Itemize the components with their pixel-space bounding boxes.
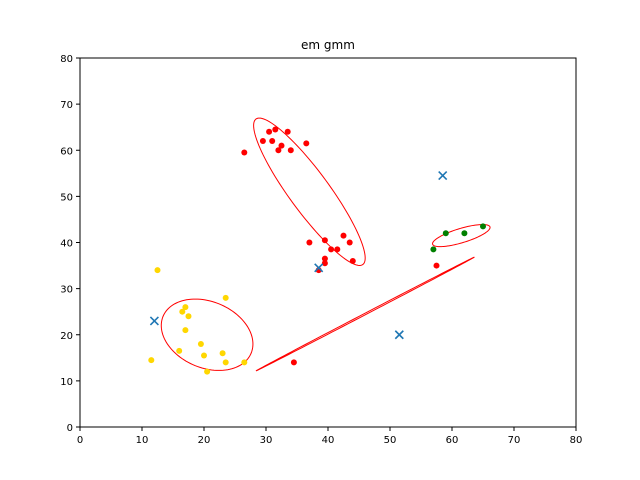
ellipse-3 bbox=[255, 256, 475, 372]
point-s0-19 bbox=[349, 257, 356, 264]
point-s1-2 bbox=[176, 347, 183, 354]
x-tick-label-0: 0 bbox=[77, 435, 83, 446]
x-tick-label-2: 20 bbox=[198, 435, 211, 446]
point-s0-10 bbox=[306, 239, 313, 246]
point-s1-3 bbox=[179, 308, 186, 315]
x-tick-label-6: 60 bbox=[446, 435, 459, 446]
point-s0-16 bbox=[334, 246, 341, 253]
point-s0-7 bbox=[284, 128, 291, 135]
point-s0-20 bbox=[433, 262, 440, 269]
point-s0-17 bbox=[340, 232, 347, 239]
ellipse-1 bbox=[253, 117, 366, 266]
point-s0-12 bbox=[321, 237, 328, 244]
ellipses-layer bbox=[160, 117, 491, 372]
axes-layer: 0 10 20 30 40 50 60 70 80 0 10 20 30 40 50 60 70 80 bbox=[60, 54, 582, 446]
x-tick-label-7: 70 bbox=[508, 435, 521, 446]
y-tick-label-1: 10 bbox=[60, 377, 73, 388]
point-s2-1 bbox=[442, 230, 449, 237]
x-tick-label-3: 30 bbox=[260, 435, 273, 446]
ellipse-0 bbox=[160, 298, 254, 371]
point-s1-7 bbox=[197, 340, 204, 347]
point-s0-21 bbox=[290, 359, 297, 366]
y-tick-label-2: 20 bbox=[60, 331, 73, 342]
point-s0-0 bbox=[241, 149, 248, 156]
point-s1-6 bbox=[185, 313, 192, 320]
point-s0-13 bbox=[321, 255, 328, 262]
point-s1-4 bbox=[182, 304, 189, 311]
point-s1-5 bbox=[182, 327, 189, 334]
point-s0-15 bbox=[328, 246, 335, 253]
centroid-marker-0 bbox=[149, 316, 159, 326]
point-s2-3 bbox=[480, 223, 486, 230]
y-tick-label-4: 40 bbox=[60, 239, 73, 250]
y-tick-label-3: 30 bbox=[60, 285, 73, 296]
point-s1-13 bbox=[241, 359, 248, 366]
y-tick-label-0: 0 bbox=[67, 423, 73, 434]
point-s1-12 bbox=[222, 359, 229, 366]
chart-title: em gmm bbox=[301, 38, 355, 52]
x-tick-label-5: 50 bbox=[384, 435, 397, 446]
y-tick-label-7: 70 bbox=[60, 100, 73, 111]
y-tick-label-8: 80 bbox=[60, 54, 73, 65]
point-s2-0 bbox=[430, 246, 437, 253]
point-s0-6 bbox=[278, 142, 285, 149]
point-s1-0 bbox=[148, 357, 155, 364]
plot-frame bbox=[79, 57, 577, 428]
x-tick-label-4: 40 bbox=[322, 435, 335, 446]
point-s1-8 bbox=[201, 352, 207, 359]
point-s1-11 bbox=[222, 294, 229, 301]
centroids-layer bbox=[149, 171, 448, 340]
centroid-marker-3 bbox=[394, 330, 404, 340]
ellipse-2 bbox=[432, 224, 491, 248]
centroid-marker-1 bbox=[314, 263, 324, 273]
point-s0-4 bbox=[272, 126, 279, 133]
point-s0-9 bbox=[303, 140, 310, 147]
point-s1-10 bbox=[219, 350, 226, 357]
point-s0-1 bbox=[259, 138, 266, 145]
point-s0-18 bbox=[346, 239, 353, 246]
point-s0-2 bbox=[266, 128, 273, 135]
plot-area bbox=[80, 58, 576, 427]
point-s2-2 bbox=[461, 230, 468, 237]
point-s0-8 bbox=[287, 147, 294, 154]
y-tick-label-5: 50 bbox=[60, 192, 73, 203]
point-s1-1 bbox=[154, 267, 161, 274]
point-s1-9 bbox=[204, 368, 211, 375]
y-tick-label-6: 60 bbox=[60, 146, 73, 157]
centroid-marker-2 bbox=[438, 171, 448, 181]
points-layer bbox=[148, 126, 486, 375]
x-tick-label-8: 80 bbox=[570, 435, 583, 446]
point-s0-5 bbox=[275, 147, 282, 154]
point-s0-3 bbox=[269, 138, 276, 145]
x-tick-label-1: 10 bbox=[136, 435, 149, 446]
point-s0-14 bbox=[321, 260, 328, 267]
